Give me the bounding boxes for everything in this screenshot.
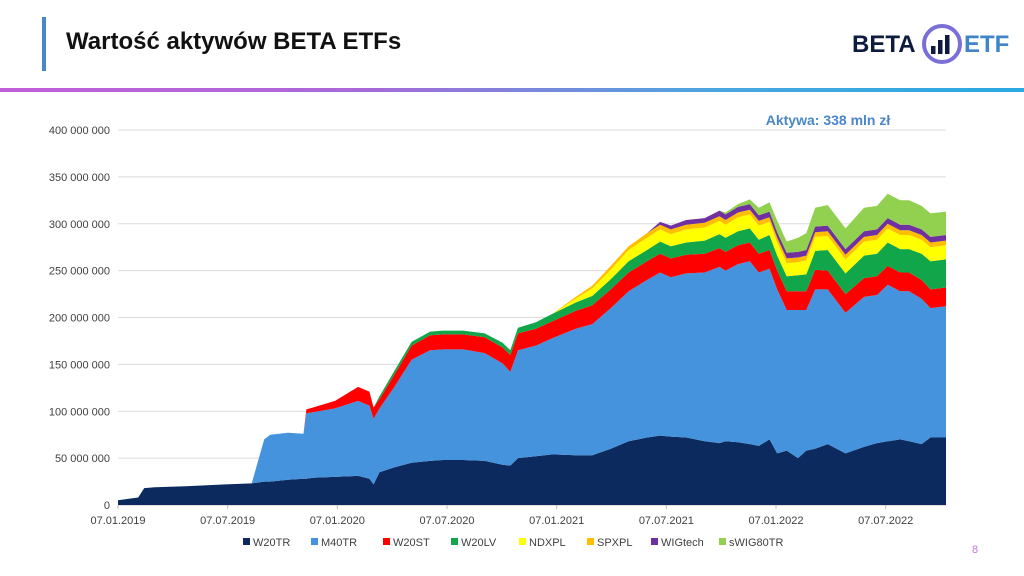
logo-bar-3 — [945, 35, 950, 54]
logo-bar-2 — [938, 40, 943, 54]
x-tick-label: 07.07.2021 — [639, 515, 694, 527]
legend-swatch — [451, 538, 458, 545]
area-series-m40tr — [118, 261, 946, 501]
legend-swatch — [651, 538, 658, 545]
y-tick-label: 400 000 000 — [49, 125, 110, 137]
y-axis: 0 50 000 000 100 000 000 150 000 000 200 000… — [49, 125, 110, 512]
logo-bar-1 — [931, 46, 936, 54]
title-accent-bar — [42, 17, 46, 71]
legend-item-w20lv: W20LV — [451, 537, 497, 549]
legend-item-swig80tr: sWIG80TR — [719, 537, 783, 549]
legend-item-w20tr: W20TR — [243, 537, 290, 549]
legend-label: NDXPL — [529, 537, 566, 549]
legend-swatch — [719, 538, 726, 545]
y-tick-label: 0 — [104, 500, 110, 512]
area-series-spxpl — [118, 209, 946, 501]
assets-area-chart: 0 50 000 000 100 000 000 150 000 000 200 000… — [49, 112, 946, 549]
x-tick-label: 07.07.2022 — [858, 515, 913, 527]
legend-item-m40tr: M40TR — [311, 537, 357, 549]
stacked-areas — [118, 193, 946, 505]
x-tick-label: 07.07.2019 — [200, 515, 255, 527]
legend-swatch — [311, 538, 318, 545]
x-axis: 07.01.2019 07.07.2019 07.01.2020 07.07.2020… — [90, 505, 913, 527]
x-tick-label: 07.01.2021 — [529, 515, 584, 527]
legend: W20TR M40TR W20ST W20LV NDXPL SPXPL WIGtech sWI… — [243, 537, 783, 549]
legend-label: WIGtech — [661, 537, 704, 549]
y-tick-label: 150 000 000 — [49, 359, 110, 371]
y-tick-label: 200 000 000 — [49, 313, 110, 325]
page-title: Wartość aktywów BETA ETFs — [66, 28, 402, 55]
legend-item-wigtech: WIGtech — [651, 537, 704, 549]
header-divider — [0, 88, 1024, 92]
legend-swatch — [519, 538, 526, 545]
legend-label: W20LV — [461, 537, 497, 549]
legend-item-ndxpl: NDXPL — [519, 537, 566, 549]
logo-text-beta: BETA — [852, 31, 916, 58]
logo-text-etf: ETF — [964, 31, 1009, 58]
legend-label: sWIG80TR — [729, 537, 783, 549]
area-series-wigtech — [118, 204, 946, 501]
area-series-swig80tr — [118, 193, 946, 501]
legend-label: M40TR — [321, 537, 357, 549]
x-tick-label: 07.01.2020 — [310, 515, 365, 527]
y-tick-label: 100 000 000 — [49, 406, 110, 418]
x-tick-label: 07.01.2022 — [748, 515, 803, 527]
assets-total-annotation: Aktywa: 338 mln zł — [766, 112, 891, 128]
legend-swatch — [587, 538, 594, 545]
area-series-ndxpl — [118, 214, 946, 501]
legend-item-w20st: W20ST — [383, 537, 430, 549]
page-number: 8 — [972, 544, 979, 556]
y-tick-label: 50 000 000 — [55, 453, 110, 465]
x-tick-label: 07.01.2019 — [90, 515, 145, 527]
y-tick-label: 300 000 000 — [49, 219, 110, 231]
legend-label: W20ST — [393, 537, 430, 549]
legend-label: SPXPL — [597, 537, 632, 549]
area-series-w20tr — [118, 435, 946, 505]
y-tick-label: 250 000 000 — [49, 266, 110, 278]
beta-etf-logo: BETA ETF — [852, 24, 1009, 64]
x-tick-label: 07.07.2020 — [419, 515, 474, 527]
legend-item-spxpl: SPXPL — [587, 537, 632, 549]
legend-swatch — [243, 538, 250, 545]
legend-swatch — [383, 538, 390, 545]
logo-ring — [922, 24, 962, 64]
y-tick-label: 350 000 000 — [49, 172, 110, 184]
legend-label: W20TR — [253, 537, 290, 549]
